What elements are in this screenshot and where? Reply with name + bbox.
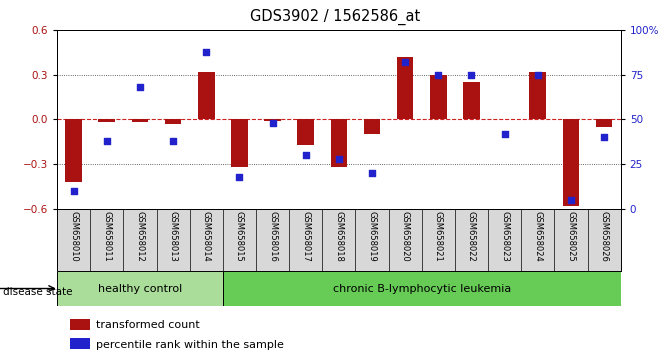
Text: disease state: disease state	[3, 287, 73, 297]
Bar	[364, 120, 380, 135]
Point	[333, 156, 344, 162]
Point	[499, 131, 510, 137]
Point	[234, 174, 245, 179]
Text: GSM658017: GSM658017	[301, 211, 310, 262]
Text: GSM658021: GSM658021	[434, 211, 443, 262]
Point	[366, 170, 377, 176]
Text: GSM658016: GSM658016	[268, 211, 277, 262]
Point	[201, 49, 211, 55]
Bar	[165, 120, 181, 124]
Text: GSM658022: GSM658022	[467, 211, 476, 262]
Text: GDS3902 / 1562586_at: GDS3902 / 1562586_at	[250, 9, 421, 25]
Text: chronic B-lymphocytic leukemia: chronic B-lymphocytic leukemia	[333, 284, 511, 293]
Bar	[596, 120, 613, 127]
Point	[566, 197, 576, 203]
Point	[532, 72, 543, 78]
Text: GSM658024: GSM658024	[533, 211, 542, 262]
Bar	[198, 72, 215, 120]
Point	[301, 152, 311, 158]
Point	[267, 120, 278, 126]
Text: GSM658010: GSM658010	[69, 211, 78, 262]
Point	[101, 138, 112, 144]
Bar	[223, 271, 621, 306]
Text: GSM658026: GSM658026	[600, 211, 609, 262]
Bar	[331, 120, 347, 167]
Bar	[430, 75, 447, 120]
Text: GSM658025: GSM658025	[566, 211, 576, 262]
Text: GSM658013: GSM658013	[168, 211, 178, 262]
Text: GSM658023: GSM658023	[500, 211, 509, 262]
Text: GSM658011: GSM658011	[102, 211, 111, 262]
Bar	[231, 120, 248, 167]
Point	[400, 59, 411, 65]
Point	[599, 135, 609, 140]
Bar	[99, 120, 115, 122]
Point	[433, 72, 444, 78]
Bar	[264, 120, 281, 121]
Bar	[463, 82, 480, 120]
Bar	[57, 271, 223, 306]
Bar	[70, 319, 91, 330]
Bar	[70, 338, 91, 349]
Text: GSM658019: GSM658019	[368, 211, 376, 262]
Bar	[297, 120, 314, 145]
Text: GSM658015: GSM658015	[235, 211, 244, 262]
Text: GSM658018: GSM658018	[334, 211, 344, 262]
Text: GSM658014: GSM658014	[202, 211, 211, 262]
Bar	[529, 72, 546, 120]
Bar	[563, 120, 579, 206]
Text: percentile rank within the sample: percentile rank within the sample	[96, 339, 284, 350]
Text: transformed count: transformed count	[96, 320, 199, 330]
Bar	[132, 120, 148, 122]
Point	[168, 138, 178, 144]
Point	[466, 72, 477, 78]
Bar	[397, 57, 413, 120]
Point	[135, 85, 146, 90]
Text: healthy control: healthy control	[98, 284, 182, 293]
Text: GSM658020: GSM658020	[401, 211, 410, 262]
Bar	[65, 120, 82, 182]
Point	[68, 188, 79, 194]
Text: GSM658012: GSM658012	[136, 211, 144, 262]
